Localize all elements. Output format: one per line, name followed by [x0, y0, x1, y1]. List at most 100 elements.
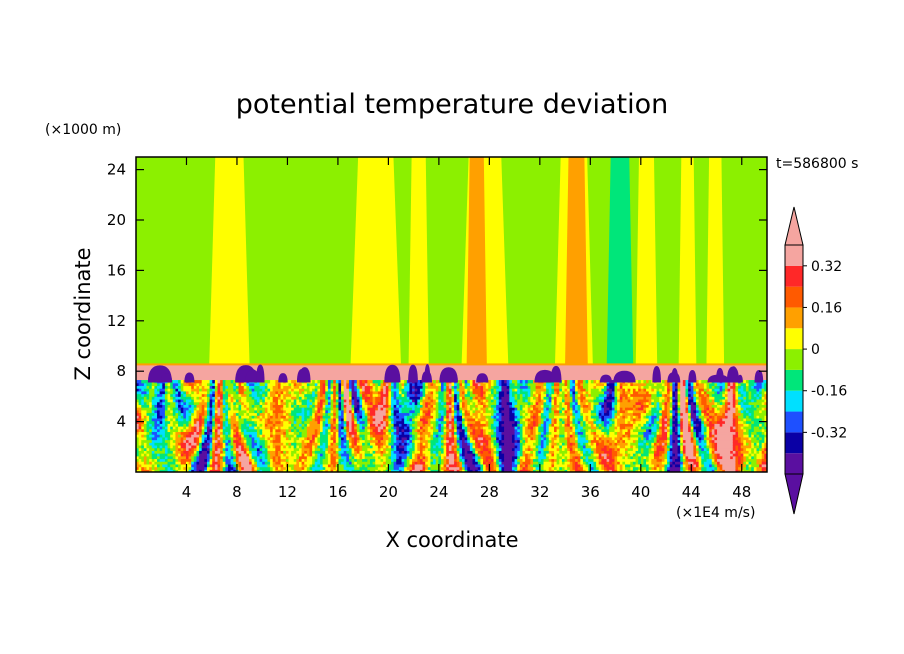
field-cell — [404, 436, 408, 441]
field-cell — [367, 388, 371, 392]
field-cell — [233, 458, 237, 462]
field-cell — [151, 423, 156, 427]
field-cell — [375, 434, 379, 438]
field-cell — [430, 388, 434, 392]
field-cell — [212, 415, 216, 419]
field-cell — [191, 458, 195, 462]
field-cell — [159, 390, 163, 395]
field-cell — [509, 415, 513, 419]
field-cell — [369, 436, 374, 441]
field-cell — [467, 401, 471, 405]
field-cell — [356, 447, 361, 451]
field-cell — [427, 428, 432, 433]
field-cell — [141, 458, 145, 462]
field-cell — [464, 466, 468, 470]
field-cell — [283, 417, 287, 422]
field-cell — [220, 417, 224, 422]
field-cell — [456, 407, 460, 411]
field-cell — [141, 455, 145, 460]
field-cell — [509, 388, 513, 392]
field-cell — [317, 412, 321, 416]
field-cell — [364, 385, 368, 389]
field-cell — [419, 412, 424, 416]
field-cell — [180, 431, 184, 435]
field-cell — [372, 434, 376, 438]
field-cell — [167, 439, 171, 443]
field-cell — [388, 466, 392, 470]
field-cell — [196, 407, 200, 411]
field-cell — [514, 436, 518, 441]
field-cell — [464, 423, 468, 427]
field-cell — [159, 461, 163, 465]
field-cell — [280, 407, 284, 411]
field-cell — [172, 450, 177, 454]
field-cell — [151, 463, 156, 468]
field-cell — [380, 380, 384, 384]
field-cell — [201, 461, 205, 465]
field-cell — [222, 404, 226, 408]
field-cell — [456, 450, 460, 454]
field-cell — [199, 428, 203, 433]
field-cell — [493, 423, 497, 427]
field-cell — [225, 450, 229, 454]
field-cell — [157, 426, 161, 430]
field-cell — [483, 434, 487, 438]
field-cell — [146, 423, 150, 427]
field-cell — [235, 417, 240, 422]
field-cell — [422, 412, 426, 416]
field-cell — [164, 401, 169, 405]
field-cell — [391, 444, 395, 449]
field-cell — [283, 409, 287, 414]
field-cell — [193, 398, 198, 403]
field-cell — [401, 393, 405, 397]
field-cell — [249, 404, 253, 408]
field-cell — [309, 463, 313, 468]
field-cell — [209, 436, 213, 441]
field-cell — [440, 385, 445, 389]
field-cell — [214, 412, 219, 416]
field-cell — [251, 407, 255, 411]
field-cell — [462, 380, 466, 384]
field-cell — [154, 439, 158, 443]
field-cell — [375, 463, 379, 468]
field-cell — [249, 398, 253, 403]
field-cell — [462, 444, 466, 449]
field-cell — [301, 428, 305, 433]
field-cell — [254, 444, 258, 449]
field-cell — [438, 434, 442, 438]
field-cell — [462, 455, 466, 460]
field-cell — [312, 461, 316, 465]
field-cell — [228, 412, 232, 416]
field-cell — [314, 447, 319, 451]
field-cell — [322, 398, 326, 403]
field-cell — [475, 407, 479, 411]
field-cell — [196, 417, 200, 422]
field-cell — [477, 426, 482, 430]
field-cell — [440, 417, 445, 422]
field-cell — [369, 412, 374, 416]
field-cell — [333, 436, 337, 441]
field-cell — [254, 390, 258, 395]
field-cell — [346, 466, 350, 470]
field-cell — [296, 434, 300, 438]
field-cell — [162, 404, 166, 408]
field-cell — [467, 450, 471, 454]
field-cell — [238, 447, 242, 451]
field-cell — [412, 412, 416, 416]
field-cell — [396, 420, 400, 424]
field-cell — [259, 439, 263, 443]
field-cell — [180, 466, 184, 470]
field-cell — [146, 469, 150, 472]
field-cell — [222, 436, 226, 441]
field-cell — [354, 415, 358, 419]
field-cell — [193, 444, 198, 449]
field-cell — [180, 434, 184, 438]
field-cell — [341, 420, 345, 424]
field-cell — [201, 469, 205, 472]
field-cell — [230, 463, 234, 468]
field-cell — [151, 396, 156, 400]
field-cell — [462, 412, 466, 416]
field-cell — [412, 428, 416, 433]
field-cell — [220, 404, 224, 408]
field-cell — [264, 431, 269, 435]
